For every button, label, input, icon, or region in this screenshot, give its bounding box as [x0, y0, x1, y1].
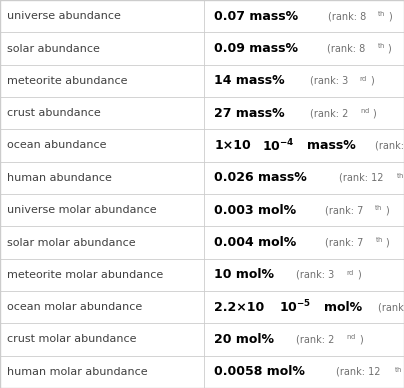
Text: universe molar abundance: universe molar abundance	[7, 205, 157, 215]
Text: $^{\mathrm{th}}$: $^{\mathrm{th}}$	[393, 367, 402, 377]
Text: (rank: 15: (rank: 15	[378, 302, 404, 312]
Text: human abundance: human abundance	[7, 173, 112, 183]
Text: $^{\mathrm{th}}$: $^{\mathrm{th}}$	[375, 205, 383, 215]
Text: $^{\mathrm{nd}}$: $^{\mathrm{nd}}$	[360, 108, 370, 118]
Text: crust abundance: crust abundance	[7, 108, 101, 118]
Text: 27 mass%: 27 mass%	[214, 107, 285, 120]
Text: (rank: 3: (rank: 3	[297, 270, 335, 280]
Text: solar abundance: solar abundance	[7, 43, 100, 54]
Text: human molar abundance: human molar abundance	[7, 367, 148, 377]
Text: meteorite molar abundance: meteorite molar abundance	[7, 270, 164, 280]
Text: ): )	[372, 108, 377, 118]
Text: $^{\mathrm{nd}}$: $^{\mathrm{nd}}$	[346, 334, 356, 345]
Text: (rank: 14: (rank: 14	[375, 140, 404, 151]
Text: ): )	[388, 43, 391, 54]
Text: $\mathbf{10^{-4}}$: $\mathbf{10^{-4}}$	[261, 137, 294, 154]
Text: 0.07 mass%: 0.07 mass%	[214, 10, 298, 23]
Text: 0.004 mol%: 0.004 mol%	[214, 236, 297, 249]
Text: ): )	[359, 334, 363, 345]
Text: universe abundance: universe abundance	[7, 11, 121, 21]
Text: mol%: mol%	[324, 301, 362, 314]
Text: 0.003 mol%: 0.003 mol%	[214, 204, 296, 217]
Text: ): )	[385, 205, 389, 215]
Text: mass%: mass%	[307, 139, 356, 152]
Text: ): )	[357, 270, 360, 280]
Text: ): )	[386, 237, 389, 248]
Text: ocean abundance: ocean abundance	[7, 140, 107, 151]
Text: 0.026 mass%: 0.026 mass%	[214, 171, 307, 184]
Text: 14 mass%: 14 mass%	[214, 74, 285, 87]
Text: meteorite abundance: meteorite abundance	[7, 76, 128, 86]
Text: 20 mol%: 20 mol%	[214, 333, 274, 346]
Text: $^{\mathrm{rd}}$: $^{\mathrm{rd}}$	[360, 76, 368, 86]
Text: ): )	[370, 76, 374, 86]
Text: (rank: 7: (rank: 7	[325, 237, 364, 248]
Text: (rank: 2: (rank: 2	[297, 334, 335, 345]
Text: $^{\mathrm{th}}$: $^{\mathrm{th}}$	[377, 11, 385, 21]
Text: $^{\mathrm{th}}$: $^{\mathrm{th}}$	[377, 43, 385, 54]
Text: ): )	[388, 11, 391, 21]
Text: $^{\mathrm{th}}$: $^{\mathrm{th}}$	[375, 237, 383, 248]
Text: ocean molar abundance: ocean molar abundance	[7, 302, 143, 312]
Text: solar molar abundance: solar molar abundance	[7, 237, 136, 248]
Text: (rank: 2: (rank: 2	[310, 108, 349, 118]
Text: (rank: 3: (rank: 3	[310, 76, 348, 86]
Text: (rank: 8: (rank: 8	[328, 11, 366, 21]
Text: (rank: 12: (rank: 12	[339, 173, 383, 183]
Text: 2.2×10: 2.2×10	[214, 301, 264, 314]
Text: $^{\mathrm{rd}}$: $^{\mathrm{rd}}$	[346, 270, 354, 280]
Text: 0.0058 mol%: 0.0058 mol%	[214, 365, 305, 378]
Text: (rank: 12: (rank: 12	[336, 367, 381, 377]
Text: 1×10: 1×10	[214, 139, 251, 152]
Text: 10 mol%: 10 mol%	[214, 268, 274, 281]
Text: crust molar abundance: crust molar abundance	[7, 334, 137, 345]
Text: (rank: 7: (rank: 7	[325, 205, 363, 215]
Text: 0.09 mass%: 0.09 mass%	[214, 42, 298, 55]
Text: $^{\mathrm{th}}$: $^{\mathrm{th}}$	[396, 173, 404, 183]
Text: $\mathbf{10^{-5}}$: $\mathbf{10^{-5}}$	[279, 299, 311, 315]
Text: (rank: 8: (rank: 8	[327, 43, 366, 54]
